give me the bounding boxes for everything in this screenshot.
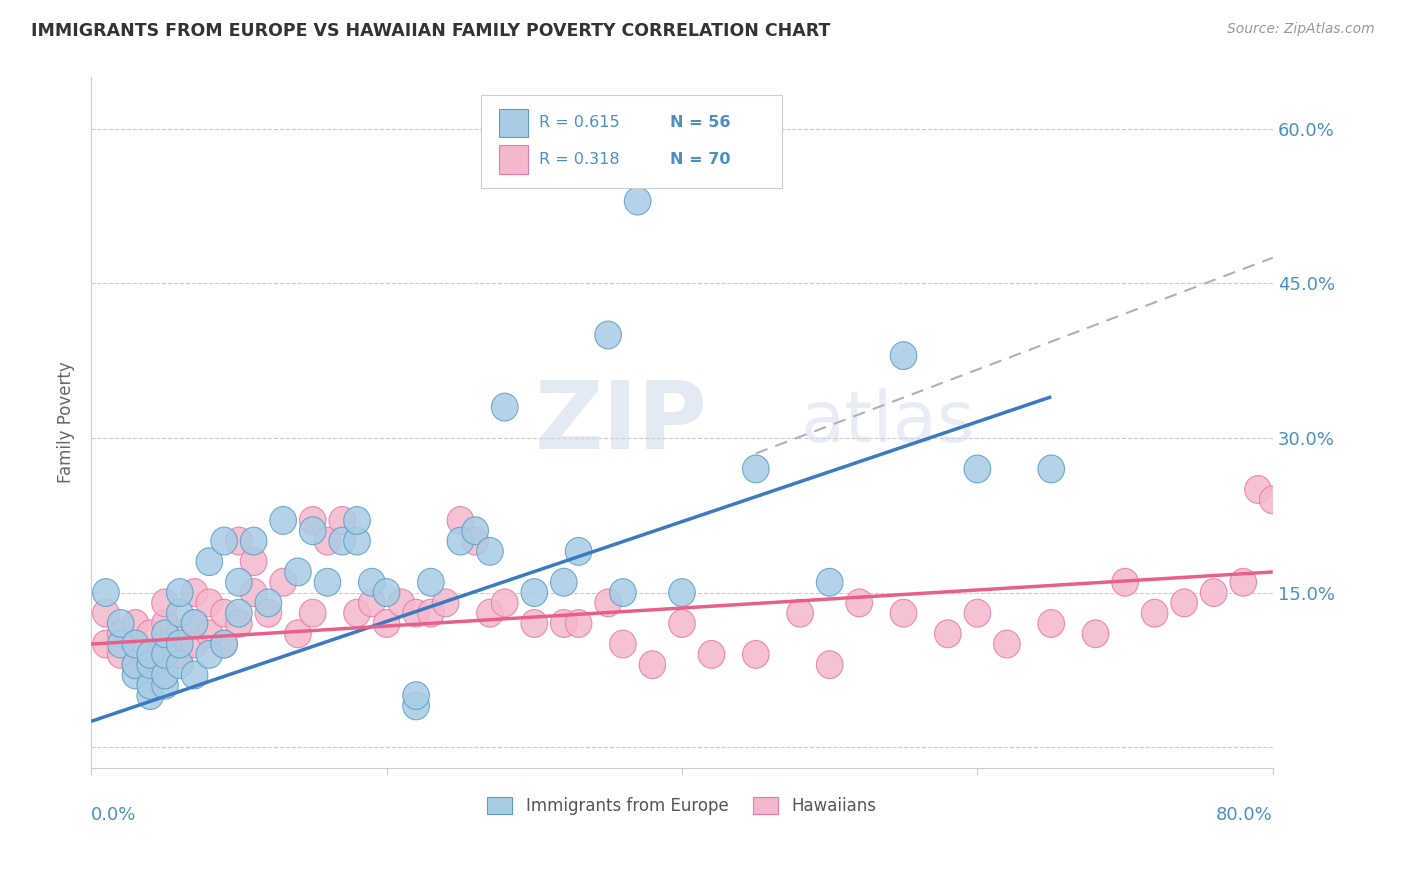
- Text: atlas: atlas: [800, 388, 974, 457]
- Text: IMMIGRANTS FROM EUROPE VS HAWAIIAN FAMILY POVERTY CORRELATION CHART: IMMIGRANTS FROM EUROPE VS HAWAIIAN FAMIL…: [31, 22, 831, 40]
- FancyBboxPatch shape: [481, 95, 782, 188]
- Legend: Immigrants from Europe, Hawaiians: Immigrants from Europe, Hawaiians: [481, 790, 883, 822]
- Y-axis label: Family Poverty: Family Poverty: [58, 361, 75, 483]
- Bar: [499, 109, 529, 137]
- Text: 0.0%: 0.0%: [91, 805, 136, 823]
- Text: 80.0%: 80.0%: [1216, 805, 1272, 823]
- Text: R = 0.615: R = 0.615: [538, 115, 620, 130]
- Text: ZIP: ZIP: [534, 376, 707, 468]
- Text: N = 56: N = 56: [671, 115, 731, 130]
- Text: N = 70: N = 70: [671, 152, 731, 167]
- Text: Source: ZipAtlas.com: Source: ZipAtlas.com: [1227, 22, 1375, 37]
- Text: R = 0.318: R = 0.318: [538, 152, 620, 167]
- Bar: [499, 145, 529, 174]
